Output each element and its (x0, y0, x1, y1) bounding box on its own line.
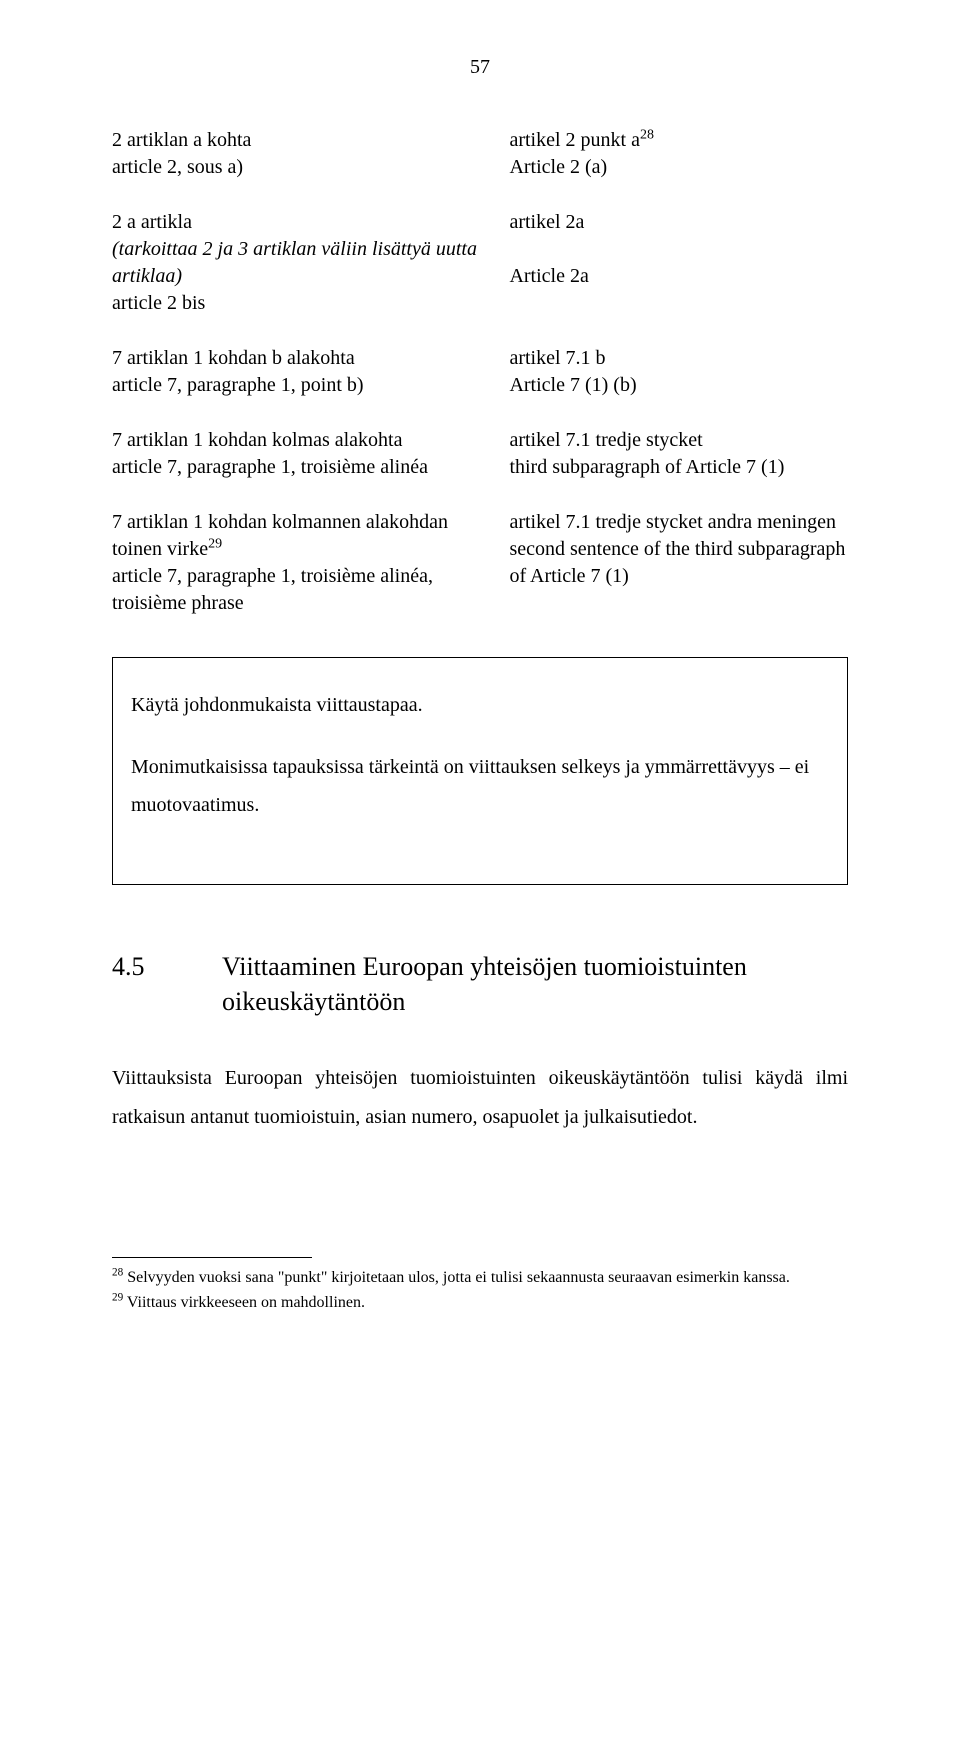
text: Article 7 (1) (b) (509, 374, 636, 396)
text: artikel 2a (509, 211, 584, 233)
text: artikel 7.1 b (509, 347, 605, 369)
footnote-number: 28 (112, 1267, 123, 1279)
text: 7 artiklan 1 kohdan b alakohta (112, 347, 355, 369)
text: 2 a artikla (112, 211, 192, 233)
italic-text: (tarkoittaa 2 ja 3 artiklan väliin lisät… (112, 238, 477, 287)
text: second sentence of the third subparagrap… (509, 538, 845, 587)
ref-right: artikel 2 punkt a28 Article 2 (a) (509, 127, 848, 181)
footnotes: 28 Selvyyden vuoksi sana "punkt" kirjoit… (112, 1266, 848, 1314)
text: article 7, paragraphe 1, troisième aliné… (112, 456, 428, 478)
ref-left: 7 artiklan 1 kohdan b alakohta article 7… (112, 345, 509, 399)
text: article 7, paragraphe 1, point b) (112, 374, 364, 396)
footnote-text: Viittaus virkkeeseen on mahdollinen. (123, 1294, 365, 1311)
box-paragraph: Monimutkaisissa tapauksissa tärkeintä on… (131, 748, 829, 824)
text: artikel 2 punkt a (509, 129, 640, 151)
footnote-number: 29 (112, 1292, 123, 1304)
text: Article 2a (509, 265, 588, 287)
ref-left: 2 artiklan a kohta article 2, sous a) (112, 127, 509, 181)
footnote: 29 Viittaus virkkeeseen on mahdollinen. (112, 1291, 848, 1314)
ref-row-4: 7 artiklan 1 kohdan kolmas alakohta arti… (112, 427, 848, 481)
ref-row-2: 2 a artikla (tarkoittaa 2 ja 3 artiklan … (112, 209, 848, 317)
text: third subparagraph of Article 7 (1) (509, 456, 784, 478)
ref-left: 2 a artikla (tarkoittaa 2 ja 3 artiklan … (112, 209, 509, 317)
box-paragraph: Käytä johdonmukaista viittaustapaa. (131, 686, 829, 724)
superscript: 29 (208, 536, 222, 551)
callout-box: Käytä johdonmukaista viittaustapaa. Moni… (112, 657, 848, 885)
section-title: Viittaaminen Euroopan yhteisöjen tuomioi… (222, 949, 848, 1019)
ref-row-1: 2 artiklan a kohta article 2, sous a) ar… (112, 127, 848, 181)
text: artikel 7.1 tredje stycket andra meninge… (509, 511, 836, 533)
section-heading: 4.5 Viittaaminen Euroopan yhteisöjen tuo… (112, 949, 848, 1019)
footnote-text: Selvyyden vuoksi sana "punkt" kirjoiteta… (123, 1269, 790, 1286)
document-page: 57 2 artiklan a kohta article 2, sous a)… (0, 0, 960, 1756)
footnote-separator (112, 1257, 312, 1258)
text: 7 artiklan 1 kohdan kolmas alakohta (112, 429, 402, 451)
body-paragraph: Viittauksista Euroopan yhteisöjen tuomio… (112, 1059, 848, 1137)
text: article 7, paragraphe 1, troisième aliné… (112, 565, 433, 614)
text: artikel 7.1 tredje stycket (509, 429, 702, 451)
text: 7 artiklan 1 kohdan kolmannen alakohdan … (112, 511, 448, 560)
footnote: 28 Selvyyden vuoksi sana "punkt" kirjoit… (112, 1266, 848, 1289)
ref-row-5: 7 artiklan 1 kohdan kolmannen alakohdan … (112, 509, 848, 617)
ref-row-3: 7 artiklan 1 kohdan b alakohta article 7… (112, 345, 848, 399)
ref-left: 7 artiklan 1 kohdan kolmas alakohta arti… (112, 427, 509, 481)
text: 2 artiklan a kohta (112, 129, 251, 151)
text: article 2 bis (112, 292, 205, 314)
superscript: 28 (640, 127, 654, 142)
ref-right: artikel 7.1 b Article 7 (1) (b) (509, 345, 848, 399)
ref-right: artikel 2a Article 2a (509, 209, 848, 317)
text: article 2, sous a) (112, 156, 243, 178)
text: Article 2 (a) (509, 156, 607, 178)
ref-right: artikel 7.1 tredje stycket andra meninge… (509, 509, 848, 617)
ref-left: 7 artiklan 1 kohdan kolmannen alakohdan … (112, 509, 509, 617)
section-number: 4.5 (112, 949, 222, 1019)
page-number: 57 (112, 56, 848, 79)
ref-right: artikel 7.1 tredje stycket third subpara… (509, 427, 848, 481)
